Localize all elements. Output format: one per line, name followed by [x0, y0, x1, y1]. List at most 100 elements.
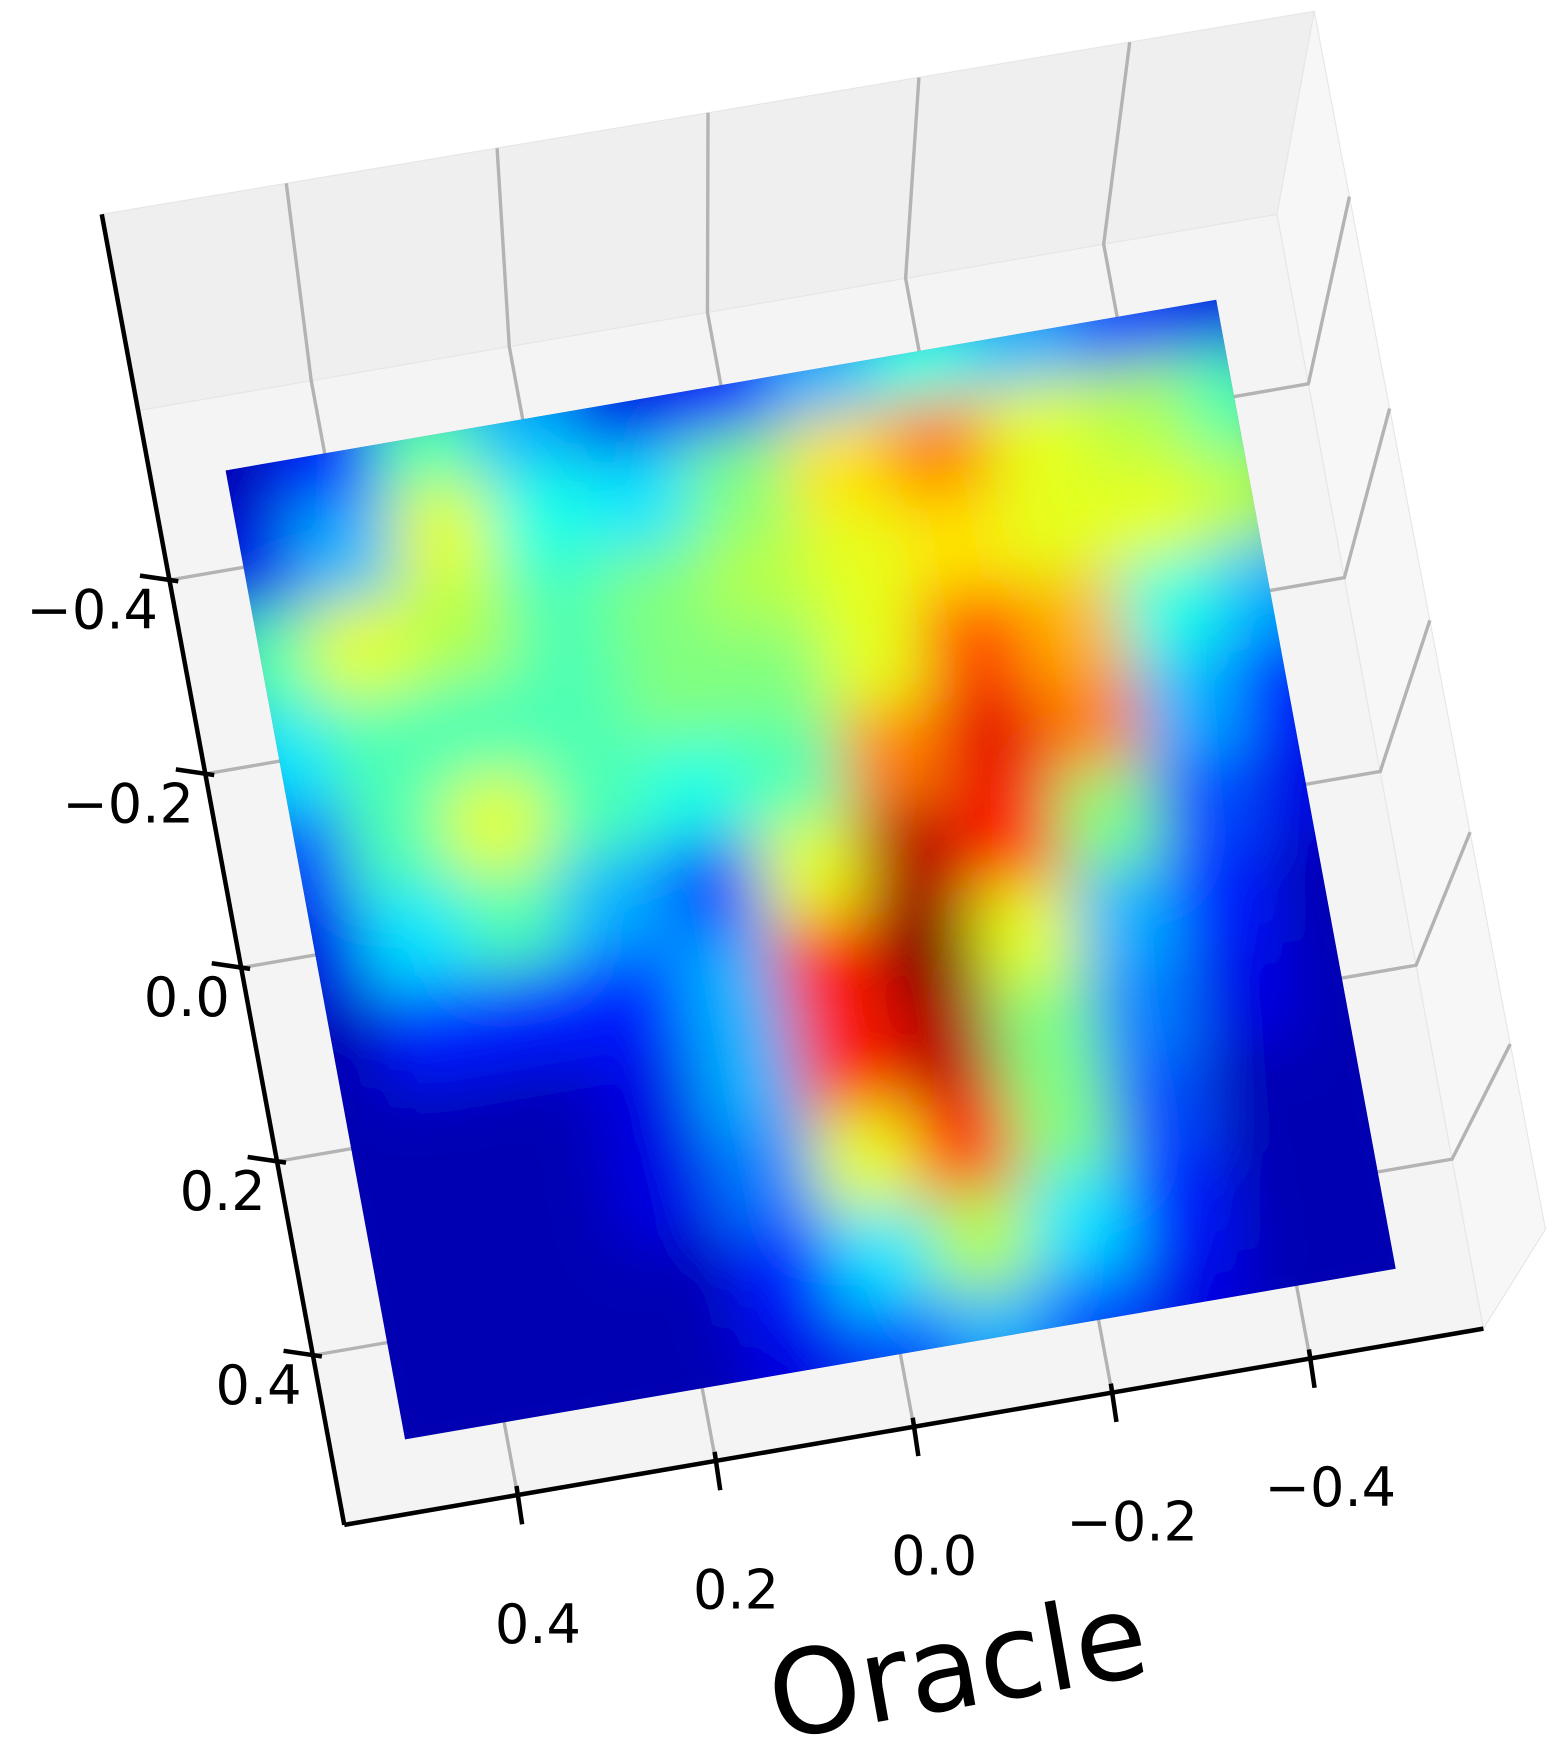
surface-cell [1004, 1069, 1122, 1184]
surface-cell [986, 972, 1104, 1087]
surface-cell [724, 1217, 842, 1332]
surface-cell [1166, 841, 1284, 956]
surface-cell [1148, 744, 1266, 859]
surface-cell [581, 442, 699, 557]
surface-cell [833, 698, 951, 813]
y-tick [247, 1154, 287, 1165]
x-tick [910, 1417, 921, 1457]
surface-cell [779, 407, 897, 522]
surface-cell [599, 539, 717, 653]
surface-cell [1076, 356, 1194, 471]
surface-cell [851, 795, 969, 910]
surface-cell [355, 880, 473, 995]
surface-cell [1103, 1052, 1221, 1167]
surface-cell [1094, 453, 1212, 568]
surface-cell [788, 1006, 906, 1121]
surface-cell [905, 1086, 1023, 1201]
surface-cell [671, 926, 789, 1041]
surface-cell [617, 635, 735, 750]
surface-cell [752, 812, 870, 927]
surface-cell [1031, 664, 1149, 779]
surface-cell [716, 618, 834, 733]
surface-cell [878, 390, 996, 505]
surface-cell [1049, 761, 1167, 876]
surface-cell [653, 829, 771, 944]
x-tick [1306, 1349, 1317, 1389]
y-tick [175, 767, 215, 778]
surface-cell [950, 778, 1068, 893]
surface-cell [472, 960, 590, 1075]
surface-cell [500, 556, 618, 670]
y-tick-label: 0.2 [180, 1160, 266, 1223]
x-axis-label: Oracle [758, 1566, 1158, 1764]
surface-cell [806, 1103, 923, 1218]
surface-cell [320, 687, 437, 802]
surface-cell [490, 1057, 608, 1172]
surface-cell [1202, 1035, 1320, 1149]
surface-cell [455, 863, 572, 978]
x-tick-label: 0.0 [891, 1524, 977, 1587]
surface-cell [823, 1200, 941, 1315]
surface-cell [373, 977, 491, 1092]
surface-cell [635, 732, 753, 847]
surface-cell [607, 1137, 725, 1252]
surface-cell [391, 1074, 509, 1189]
x-tick-label: −0.2 [1067, 1490, 1198, 1553]
surface-cell [1022, 1166, 1140, 1281]
y-tick-label: −0.2 [62, 772, 193, 835]
x-tick [514, 1485, 525, 1525]
y-tick [211, 960, 251, 972]
y-tick [283, 1348, 323, 1359]
surface-cell [968, 875, 1086, 990]
surface-cell [401, 573, 519, 688]
y-axis-line [99, 213, 347, 1526]
surface-cell [419, 669, 537, 784]
surface-cell [571, 943, 689, 1058]
surface-cell [554, 846, 672, 961]
surface-cell [436, 766, 555, 881]
surface-cell [815, 601, 933, 716]
surface-cell [1013, 567, 1131, 682]
surface-cell [337, 783, 456, 898]
surface-cell [508, 1154, 626, 1269]
surface-cell [770, 909, 888, 1024]
surface-cell [302, 590, 420, 705]
surface-cell [797, 504, 915, 619]
surface-cell [1121, 1148, 1239, 1263]
surface-cell [869, 892, 987, 1007]
surface-cell [518, 652, 636, 767]
y-tick-label: 0.0 [144, 966, 230, 1029]
surface-cell [536, 749, 654, 864]
surface-cell [1130, 647, 1248, 762]
y-tick-label: 0.4 [216, 1354, 302, 1417]
surface-cell [1112, 550, 1230, 665]
surface-cell [482, 459, 600, 574]
y-tick [139, 573, 179, 584]
surface-cell [932, 681, 1050, 796]
surface-cell [409, 1171, 527, 1286]
surface-cell [896, 487, 1014, 602]
surface-cell [1067, 858, 1185, 973]
surface-cell [1220, 1131, 1338, 1246]
x-tick-label: 0.4 [495, 1593, 581, 1656]
surface-cell [688, 1023, 807, 1138]
surface-cell [1184, 938, 1302, 1053]
surface-cell [887, 989, 1005, 1104]
side-pane [1276, 11, 1547, 1331]
x-tick-label: 0.2 [693, 1559, 779, 1622]
x-tick [1108, 1383, 1119, 1423]
surface-cell [383, 476, 501, 591]
surface-cell [427, 1268, 545, 1383]
surface-cell [589, 1040, 707, 1155]
surface-cell [734, 715, 852, 830]
surface-cell [625, 1234, 743, 1349]
surface-cell [284, 493, 402, 608]
y-tick-label: −0.4 [27, 579, 158, 642]
surface-cell [914, 584, 1032, 699]
x-tick-label: −0.4 [1265, 1456, 1396, 1519]
surface-cell [706, 1120, 824, 1235]
surface-cell [526, 1251, 644, 1366]
surface-cell [698, 521, 816, 636]
